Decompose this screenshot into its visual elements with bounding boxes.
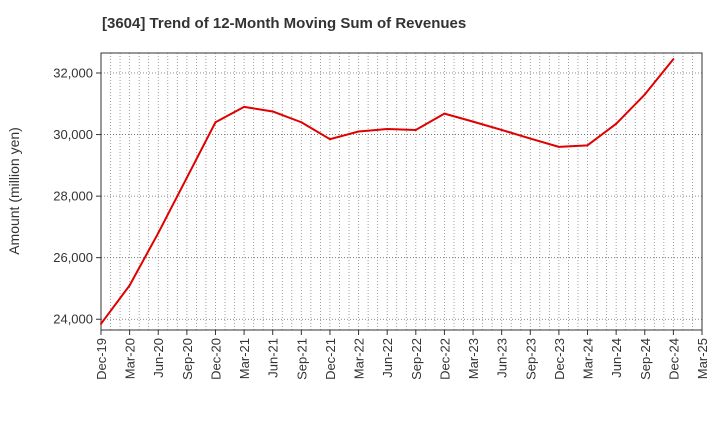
x-tick-label: Mar-24 — [581, 338, 596, 379]
x-tick-label: Mar-25 — [695, 338, 710, 379]
data-point — [100, 322, 102, 325]
y-tick-label: 24,000 — [53, 312, 93, 327]
data-point — [300, 121, 303, 124]
data-point — [500, 128, 503, 131]
axis-layer — [96, 52, 703, 335]
x-tick-label: Dec-23 — [552, 338, 567, 380]
x-tick-label: Jun-20 — [151, 338, 166, 378]
label-layer: 24,000 26,000 28,000 30,000 32,000 Dec-19 Mar-… — [6, 66, 710, 380]
data-point — [271, 110, 274, 113]
x-tick-label: Mar-20 — [123, 338, 138, 379]
x-tick-label: Sep-22 — [409, 338, 424, 380]
data-point — [586, 144, 589, 147]
y-axis-title: Amount (million yen) — [6, 127, 22, 255]
x-tick-label: Jun-22 — [380, 338, 395, 378]
x-tick-label: Sep-21 — [294, 338, 309, 380]
data-point — [357, 130, 360, 133]
data-point — [157, 232, 160, 235]
x-tick-label: Jun-23 — [495, 338, 510, 378]
data-point — [529, 137, 532, 140]
y-tick-label: 26,000 — [53, 250, 93, 265]
data-point — [328, 138, 331, 141]
x-tick-label: Mar-22 — [352, 338, 367, 379]
y-tick-label: 28,000 — [53, 189, 93, 204]
y-tick-label: 30,000 — [53, 127, 93, 142]
x-tick-label: Dec-22 — [437, 338, 452, 380]
grid-layer — [101, 53, 702, 330]
x-tick-label: Jun-24 — [609, 338, 624, 378]
x-tick-label: Jun-21 — [266, 338, 281, 378]
series-layer — [100, 58, 675, 325]
x-tick-label: Dec-19 — [94, 338, 109, 380]
x-tick-label: Sep-20 — [180, 338, 195, 380]
x-tick-label: Mar-21 — [237, 338, 252, 379]
x-tick-label: Dec-21 — [323, 338, 338, 380]
data-point — [243, 105, 246, 108]
data-point — [386, 128, 389, 131]
data-point — [443, 112, 446, 115]
x-tick-label: Mar-23 — [466, 338, 481, 379]
data-point — [643, 93, 646, 96]
data-point — [615, 122, 618, 125]
x-tick-label: Dec-20 — [208, 338, 223, 380]
data-point — [128, 284, 131, 287]
x-tick-label: Dec-24 — [666, 338, 681, 380]
data-point — [672, 58, 675, 61]
data-point — [185, 176, 188, 179]
data-point — [414, 128, 417, 131]
data-point — [472, 120, 475, 123]
x-tick-label: Sep-24 — [638, 338, 653, 380]
data-point — [214, 121, 217, 124]
plot-frame — [100, 52, 703, 331]
y-tick-label: 32,000 — [53, 66, 93, 81]
chart-title: [3604] Trend of 12-Month Moving Sum of R… — [102, 15, 467, 32]
x-tick-label: Sep-23 — [523, 338, 538, 380]
data-point — [557, 145, 560, 148]
